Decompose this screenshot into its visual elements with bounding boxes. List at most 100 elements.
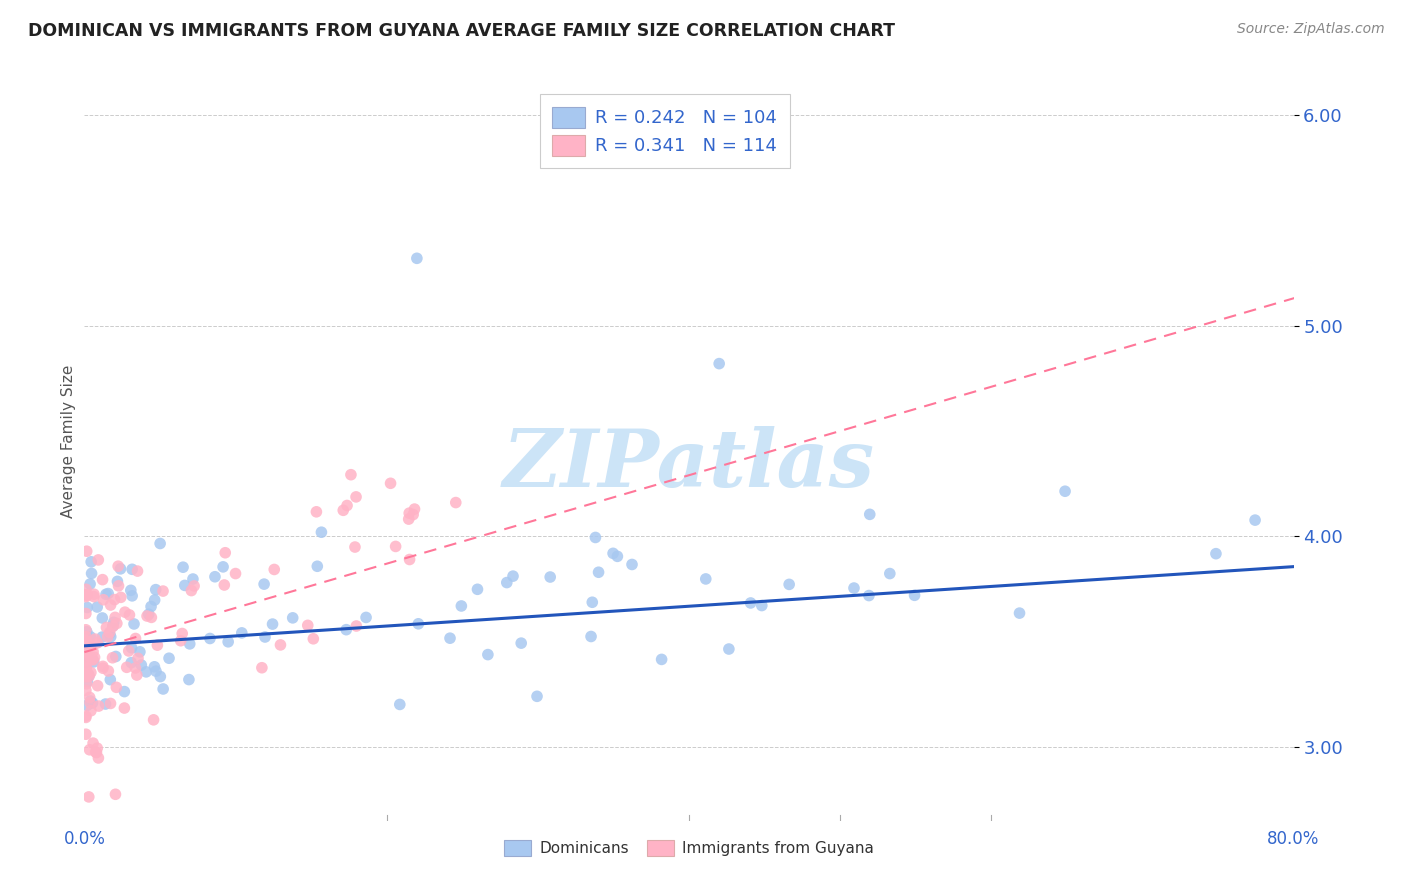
Point [172, 560, 194, 574]
Point [127, 651, 149, 665]
Point [127, 564, 149, 578]
Point [75, 642, 97, 657]
Point [91, 573, 114, 587]
Text: ZIPatlas: ZIPatlas [503, 425, 875, 503]
Point [83, 650, 105, 665]
Point [305, 505, 328, 519]
Point [97, 586, 120, 600]
Point [588, 566, 610, 580]
Point [120, 656, 142, 670]
Point [606, 549, 628, 564]
Point [380, 476, 402, 491]
Point [1244, 513, 1267, 527]
Point [124, 632, 146, 646]
Point [76, 600, 98, 615]
Point [110, 562, 132, 576]
Point [86, 600, 108, 615]
Point [101, 650, 124, 665]
Point [87, 751, 110, 765]
Point [214, 578, 236, 592]
Point [94, 587, 117, 601]
Point [97, 630, 120, 644]
Point [538, 570, 561, 584]
Point [1205, 547, 1227, 561]
Point [98, 627, 121, 641]
Point [79, 630, 101, 644]
Point [302, 632, 325, 646]
Point [581, 595, 603, 609]
Point [84, 745, 107, 759]
Point [183, 579, 205, 593]
Point [94, 697, 117, 711]
Point [121, 640, 143, 655]
Point [231, 626, 253, 640]
Point [149, 669, 172, 683]
Point [602, 546, 624, 560]
Point [152, 584, 174, 599]
Point [344, 490, 367, 504]
Point [80, 566, 103, 581]
Point [101, 619, 124, 633]
Point [104, 787, 127, 801]
Point [398, 506, 420, 520]
Point [86, 746, 108, 760]
Point [444, 495, 467, 509]
Point [879, 566, 901, 581]
Point [75, 623, 97, 637]
Point [101, 619, 124, 633]
Point [100, 697, 122, 711]
Point [152, 681, 174, 696]
Point [131, 658, 153, 673]
Point [450, 599, 472, 613]
Point [76, 674, 98, 689]
Point [122, 616, 145, 631]
Point [105, 616, 128, 631]
Point [336, 499, 359, 513]
Point [344, 619, 367, 633]
Point [138, 607, 160, 622]
Point [76, 588, 98, 602]
Point [1054, 484, 1077, 499]
Point [77, 648, 100, 663]
Point [146, 638, 169, 652]
Point [84, 632, 107, 646]
Point [311, 525, 333, 540]
Point [80, 824, 103, 838]
Point [335, 623, 357, 637]
Point [141, 610, 163, 624]
Point [254, 630, 277, 644]
Point [128, 645, 150, 659]
Point [91, 661, 114, 675]
Point [173, 578, 195, 592]
Point [172, 626, 194, 640]
Point [281, 611, 304, 625]
Point [269, 638, 291, 652]
Point [135, 665, 157, 679]
Point [75, 670, 97, 684]
Point [86, 679, 108, 693]
Point [76, 698, 98, 713]
Point [82, 645, 104, 659]
Point [82, 653, 104, 667]
Point [79, 690, 101, 705]
Point [177, 673, 200, 687]
Point [579, 630, 602, 644]
Point [402, 508, 425, 522]
Point [103, 615, 125, 630]
Point [82, 696, 104, 710]
Point [751, 599, 773, 613]
Point [98, 625, 121, 640]
Point [80, 665, 103, 680]
Point [79, 694, 101, 708]
Point [145, 582, 167, 597]
Point [91, 611, 114, 625]
Point [181, 572, 204, 586]
Point [204, 570, 226, 584]
Point [114, 605, 136, 619]
Point [740, 596, 762, 610]
Point [510, 636, 533, 650]
Point [214, 546, 236, 560]
Point [180, 583, 202, 598]
Point [408, 616, 430, 631]
Point [87, 553, 110, 567]
